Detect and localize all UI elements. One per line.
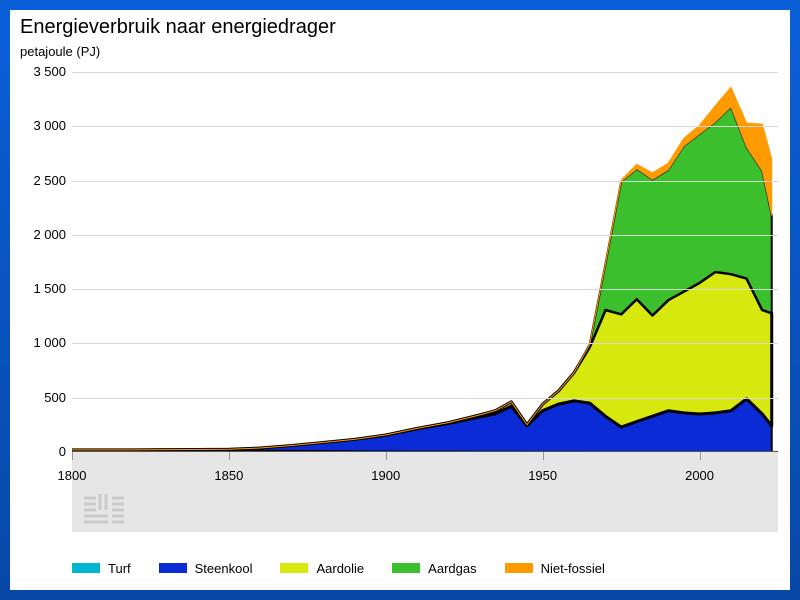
x-tick [700,452,701,460]
x-tick [543,452,544,460]
x-axis-band [72,452,778,532]
legend-label: Aardgas [428,561,476,576]
legend-label: Niet-fossiel [541,561,605,576]
x-tick-label: 2000 [685,468,714,483]
legend-item-niet_fossiel: Niet-fossiel [505,561,605,576]
legend-label: Aardolie [316,561,364,576]
x-tick-label: 1900 [371,468,400,483]
y-tick-label: 2 000 [16,227,66,242]
x-tick [386,452,387,460]
chart-frame: Energieverbruik naar energiedrager petaj… [0,0,800,600]
legend-swatch [280,563,308,573]
gridline [72,289,778,290]
x-tick-label: 1950 [528,468,557,483]
legend-item-steenkool: Steenkool [159,561,253,576]
gridline [72,235,778,236]
plot-area [72,72,778,452]
x-tick-label: 1850 [214,468,243,483]
x-tick [229,452,230,460]
legend-swatch [72,563,100,573]
y-tick-label: 500 [16,390,66,405]
y-tick-label: 1 500 [16,281,66,296]
x-tick-label: 1800 [58,468,87,483]
gridline [72,72,778,73]
x-tick [72,452,73,460]
legend-item-aardgas: Aardgas [392,561,476,576]
legend-swatch [159,563,187,573]
chart-title: Energieverbruik naar energiedrager [20,16,336,39]
y-tick-label: 3 500 [16,64,66,79]
legend-item-turf: Turf [72,561,131,576]
legend-swatch [392,563,420,573]
gridline [72,398,778,399]
legend-label: Steenkool [195,561,253,576]
legend-swatch [505,563,533,573]
y-tick-label: 1 000 [16,335,66,350]
legend-label: Turf [108,561,131,576]
legend-item-aardolie: Aardolie [280,561,364,576]
y-tick-label: 3 000 [16,118,66,133]
gridline [72,343,778,344]
gridline [72,126,778,127]
area-chart-svg [72,72,778,452]
gridline [72,181,778,182]
y-tick-label: 0 [16,444,66,459]
legend: Turf Steenkool Aardolie Aardgas Niet-fossiel [72,554,778,582]
chart-subtitle: petajoule (PJ) [20,44,100,59]
y-tick-label: 2 500 [16,173,66,188]
cbs-logo-icon [82,492,126,526]
chart-inner: Energieverbruik naar energiedrager petaj… [12,12,788,588]
